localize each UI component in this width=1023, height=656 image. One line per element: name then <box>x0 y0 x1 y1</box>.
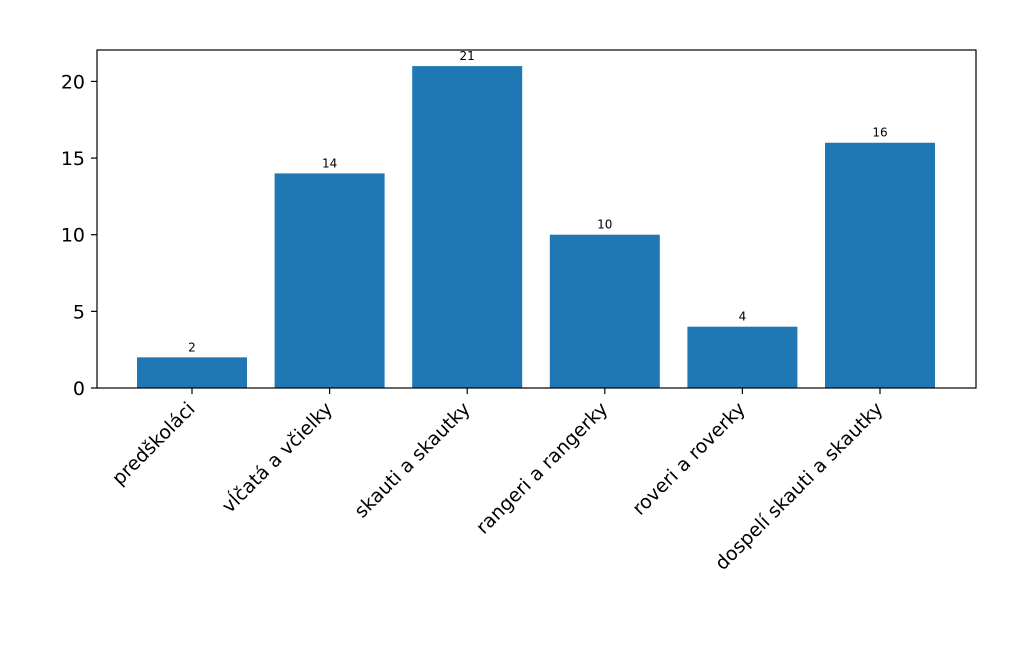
data-label-5: 16 <box>872 126 887 140</box>
x-tick-label-2: skauti a skautky <box>350 398 474 522</box>
y-tick-label-0: 0 <box>73 378 85 400</box>
bar-0 <box>137 357 247 388</box>
y-tick-label-2: 10 <box>61 225 85 247</box>
data-label-1: 14 <box>322 156 337 170</box>
x-tick-label-0: predškoláci <box>108 398 200 490</box>
data-labels-group: 2 14 21 10 4 16 <box>188 49 887 354</box>
x-tick-label-3: rangeri a rangerky <box>472 398 612 538</box>
y-tick-label-3: 15 <box>61 148 85 170</box>
y-tick-label-1: 5 <box>73 301 85 323</box>
data-label-2: 21 <box>460 49 475 63</box>
bar-4 <box>687 326 798 388</box>
bars-group <box>137 66 935 388</box>
x-axis: predškoláci vĺčatá a včielky skauti a skau… <box>108 388 888 575</box>
data-label-0: 2 <box>188 340 196 354</box>
bar-1 <box>274 173 385 388</box>
y-tick-label-4: 20 <box>61 71 85 93</box>
data-label-4: 4 <box>739 310 747 324</box>
x-tick-label-4: roveri a roverky <box>628 398 750 520</box>
bar-2 <box>412 66 523 388</box>
data-label-3: 10 <box>597 218 612 232</box>
x-tick-label-1: vĺčatá a včielky <box>217 397 337 517</box>
bar-5 <box>825 142 935 388</box>
y-axis: 0 5 10 15 20 <box>61 71 97 400</box>
plot-frame <box>96 49 977 389</box>
bar-3 <box>549 234 660 388</box>
